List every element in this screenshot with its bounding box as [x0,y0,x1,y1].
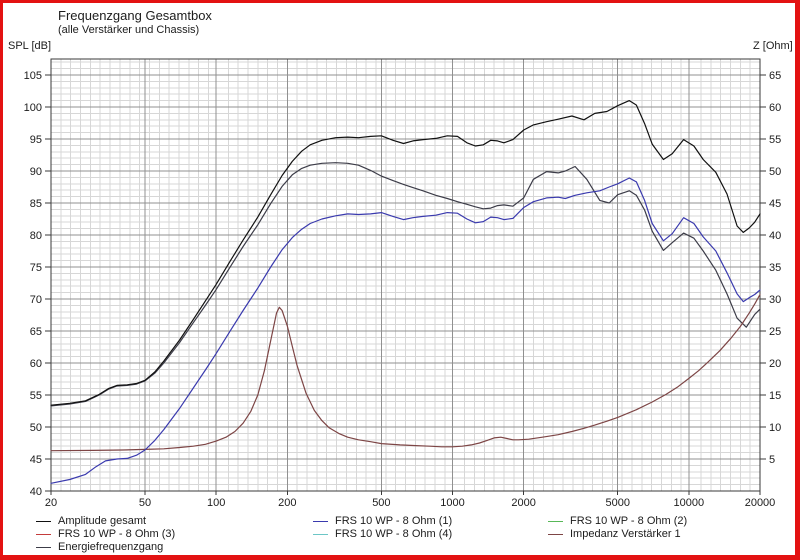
y-axis-right-ticks: 5 10 15 20 25 30 35 40 45 50 55 60 65 [760,70,781,466]
svg-text:90: 90 [30,166,42,178]
svg-text:85: 85 [30,198,42,210]
frequency-response-chart: 40 45 50 55 60 65 70 75 80 85 90 95 100 105 5 10 15 20 25 3… [24,58,781,509]
y-axis-left-ticks: 40 45 50 55 60 65 70 75 80 85 90 95 100 105 [24,70,51,498]
svg-text:55: 55 [769,134,781,146]
svg-text:5000: 5000 [605,497,629,509]
legend-item: FRS 10 WP - 8 Ohm (4) [313,528,452,540]
svg-text:2000: 2000 [511,497,535,509]
legend-label: FRS 10 WP - 8 Ohm (1) [335,515,453,527]
svg-text:45: 45 [769,198,781,210]
svg-text:20: 20 [45,497,57,509]
svg-text:25: 25 [769,326,781,338]
series-frs-10-wp-8-ohm-1 [50,177,761,484]
chart-title: Frequenzgang Gesamtbox [58,8,212,23]
svg-text:80: 80 [30,230,42,242]
grid-major [51,59,760,491]
legend-item: Amplitude gesamt [36,515,146,527]
svg-text:50: 50 [139,497,151,509]
legend-item: FRS 10 WP - 8 Ohm (3) [36,528,175,540]
series-amplitude-gesamt [50,99,761,406]
svg-text:100: 100 [207,497,225,509]
svg-text:75: 75 [30,262,42,274]
svg-text:65: 65 [30,326,42,338]
svg-text:100: 100 [24,102,42,114]
svg-text:60: 60 [30,358,42,370]
svg-text:1000: 1000 [440,497,464,509]
svg-text:10: 10 [769,422,781,434]
legend-item: Impedanz Verstärker 1 [548,528,681,540]
plot-frame [50,58,761,492]
svg-text:20: 20 [769,358,781,370]
grid-minor-vertical [60,59,751,491]
legend-swatch [36,533,51,535]
svg-text:40: 40 [30,486,42,498]
svg-text:20000: 20000 [745,497,776,509]
svg-text:60: 60 [769,102,781,114]
svg-text:30: 30 [769,294,781,306]
series-impedanz-verst-rker-1 [50,293,761,452]
svg-text:50: 50 [769,166,781,178]
svg-text:45: 45 [30,454,42,466]
svg-text:70: 70 [30,294,42,306]
legend-label: FRS 10 WP - 8 Ohm (2) [570,515,688,527]
legend-item: FRS 10 WP - 8 Ohm (2) [548,515,687,527]
legend-item: FRS 10 WP - 8 Ohm (1) [313,515,452,527]
legend-swatch [548,520,563,522]
svg-text:55: 55 [30,390,42,402]
legend-label: Amplitude gesamt [58,515,147,527]
svg-text:15: 15 [769,390,781,402]
svg-text:5: 5 [769,454,775,466]
svg-text:40: 40 [769,230,781,242]
svg-text:95: 95 [30,134,42,146]
svg-text:10000: 10000 [674,497,705,509]
x-axis-ticks: 20 50 100 200 500 1000 2000 5000 10000 20000 [45,491,775,509]
legend-swatch [313,533,328,535]
y-axis-right-label: Z [Ohm] [753,40,793,52]
svg-text:35: 35 [769,262,781,274]
legend-label: FRS 10 WP - 8 Ohm (3) [58,528,176,540]
svg-text:105: 105 [24,70,42,82]
svg-text:65: 65 [769,70,781,82]
legend-swatch [548,533,563,535]
legend-swatch [313,520,328,522]
legend-label: Impedanz Verstärker 1 [570,528,681,540]
y-axis-left-label: SPL [dB] [8,40,52,52]
svg-text:50: 50 [30,422,42,434]
svg-text:200: 200 [278,497,296,509]
svg-text:500: 500 [372,497,390,509]
legend-swatch [36,520,51,522]
legend-swatch [36,546,51,548]
series-energiefrequenzgang [50,162,761,407]
legend-label: FRS 10 WP - 8 Ohm (4) [335,528,453,540]
legend-item: Energiefrequenzgang [36,541,163,553]
chart-subtitle: (alle Verstärker und Chassis) [58,24,200,36]
legend-label: Energiefrequenzgang [58,541,164,553]
